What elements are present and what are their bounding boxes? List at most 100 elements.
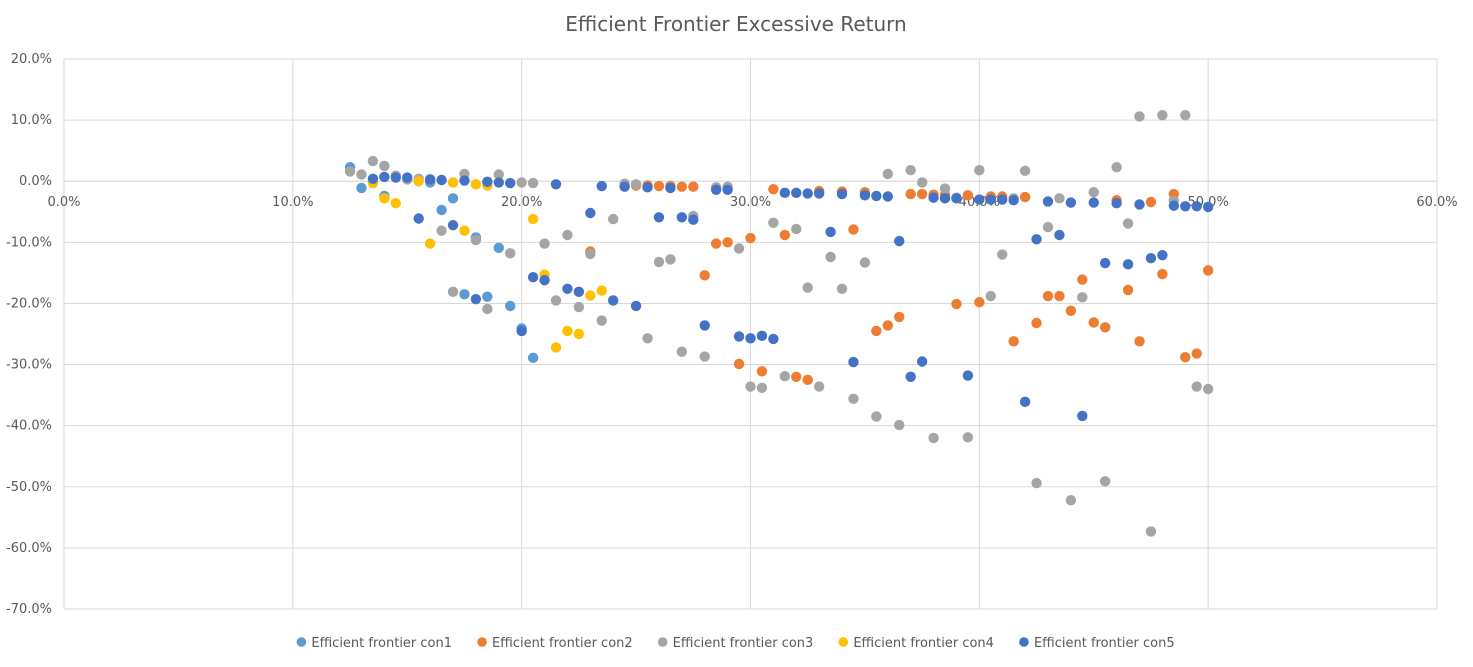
data-point [905, 165, 916, 176]
data-point [699, 351, 710, 362]
data-point [1054, 229, 1065, 241]
data-point [1202, 383, 1214, 395]
data-point [928, 192, 939, 203]
data-point [1134, 199, 1145, 210]
data-point [699, 270, 710, 281]
legend-marker [838, 637, 849, 647]
x-tick-label: 10.0% [272, 195, 313, 210]
data-point [505, 300, 516, 312]
data-point [894, 419, 905, 431]
data-point [550, 295, 562, 306]
data-point [745, 333, 756, 344]
data-point [573, 328, 585, 340]
legend-label: Efficient frontier con5 [1034, 636, 1175, 651]
legend-label: Efficient frontier con3 [673, 636, 814, 651]
y-axis-tick-labels: 20.0% 10.0% 0.0% -10.0% -20.0% -30.0% -40.0% -5… [6, 52, 52, 617]
y-tick-label: 0.0% [19, 174, 52, 189]
data-point [745, 381, 756, 392]
data-point [951, 298, 962, 310]
data-point [825, 251, 836, 263]
data-point [951, 193, 962, 204]
data-point [482, 176, 493, 188]
data-point [905, 371, 916, 382]
data-point [493, 177, 504, 188]
data-point [688, 181, 699, 192]
data-point [585, 248, 596, 260]
data-point [1202, 201, 1214, 213]
data-point [722, 184, 733, 195]
data-point [962, 432, 974, 443]
data-point [550, 179, 562, 190]
data-point [1031, 477, 1042, 489]
data-point [848, 356, 859, 368]
data-point [974, 297, 985, 308]
series-con5 [367, 171, 1214, 422]
data-point [1088, 187, 1099, 198]
data-point [779, 229, 791, 241]
data-point [482, 303, 493, 315]
data-point [1054, 290, 1065, 302]
data-point [516, 325, 527, 337]
data-point [447, 286, 459, 298]
data-point [733, 243, 745, 254]
x-tick-label: 60.0% [1416, 195, 1457, 210]
data-point [688, 214, 699, 225]
data-point [699, 320, 710, 331]
data-point [894, 235, 905, 247]
data-point [962, 190, 974, 201]
data-point [573, 301, 585, 313]
data-point [871, 325, 882, 337]
data-point [722, 237, 733, 248]
legend-entry: Efficient frontier con1 [296, 636, 452, 651]
data-point [459, 225, 470, 236]
y-tick-label: 20.0% [11, 52, 52, 67]
data-point [710, 238, 722, 249]
y-tick-label: -20.0% [6, 296, 52, 311]
data-point [630, 300, 642, 312]
data-point [562, 229, 573, 241]
data-point [1168, 200, 1180, 211]
data-point [1099, 476, 1111, 487]
data-point [665, 254, 676, 265]
data-point [745, 232, 756, 244]
data-point [1088, 197, 1099, 208]
data-point [1122, 218, 1134, 229]
data-point [379, 160, 390, 172]
data-point [356, 169, 367, 180]
data-point [1145, 526, 1157, 537]
data-point [1134, 336, 1145, 347]
data-point [1019, 396, 1031, 408]
data-point [436, 225, 447, 236]
data-point [825, 226, 836, 238]
data-point [676, 346, 688, 357]
data-point [1054, 193, 1065, 204]
data-point [710, 184, 722, 195]
data-point [642, 333, 653, 344]
data-point [1191, 348, 1202, 359]
data-point [1157, 268, 1168, 280]
legend-marker [657, 637, 668, 647]
data-point [505, 248, 516, 259]
data-point [1065, 495, 1077, 506]
y-tick-label: -60.0% [6, 541, 52, 556]
data-point [916, 188, 928, 200]
data-point [493, 169, 504, 180]
data-point [1145, 253, 1157, 264]
data-point [676, 212, 688, 223]
data-point [436, 174, 447, 186]
data-point [379, 171, 390, 183]
data-point [482, 291, 493, 302]
y-tick-label: -50.0% [6, 480, 52, 495]
data-point [527, 352, 539, 364]
data-point [379, 193, 390, 204]
data-point [928, 432, 939, 444]
series-con1 [344, 161, 539, 364]
data-point [470, 179, 482, 190]
data-point [413, 176, 424, 187]
data-point [848, 393, 859, 404]
data-point [1122, 259, 1134, 270]
data-point [985, 290, 996, 302]
data-point [916, 356, 928, 367]
data-point [1008, 194, 1019, 206]
y-tick-label: -30.0% [6, 358, 52, 373]
